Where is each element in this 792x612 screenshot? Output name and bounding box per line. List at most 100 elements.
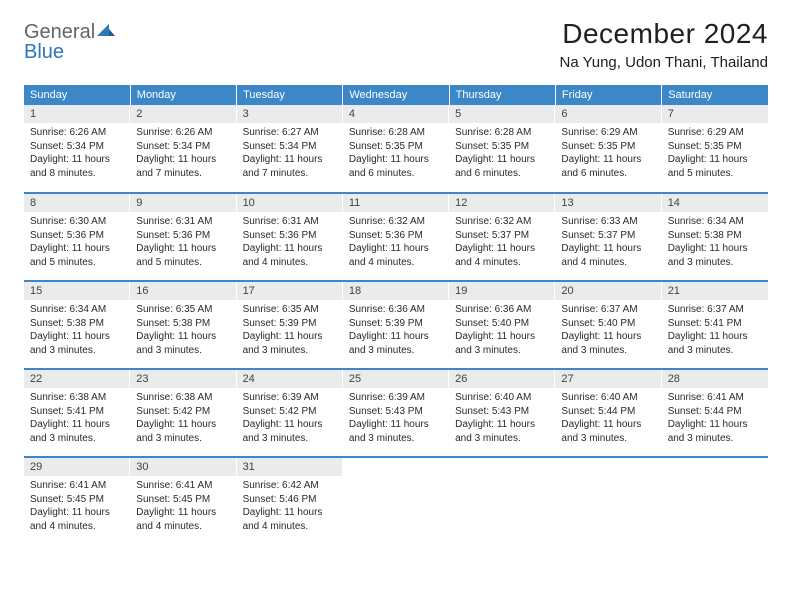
sunrise-value: 6:32 AM — [388, 216, 425, 227]
sunset-label: Sunset: — [136, 318, 173, 329]
day-body: Sunrise: 6:39 AMSunset: 5:42 PMDaylight:… — [237, 388, 343, 451]
sunrise-label: Sunrise: — [243, 480, 282, 491]
sunset-value: 5:36 PM — [67, 230, 104, 241]
logo: General Blue — [24, 22, 117, 62]
sunset-label: Sunset: — [136, 141, 173, 152]
sunrise-label: Sunrise: — [455, 216, 494, 227]
sunrise-label: Sunrise: — [136, 127, 175, 138]
sunrise-label: Sunrise: — [30, 216, 69, 227]
calendar-cell: 12Sunrise: 6:32 AMSunset: 5:37 PMDayligh… — [449, 193, 555, 281]
daylight-label: Daylight: — [455, 154, 497, 165]
sunset-label: Sunset: — [455, 141, 492, 152]
sunset-value: 5:35 PM — [704, 141, 741, 152]
daylight-label: Daylight: — [30, 331, 72, 342]
day-number: 16 — [130, 282, 236, 300]
sunset-value: 5:34 PM — [67, 141, 104, 152]
sunrise-label: Sunrise: — [455, 127, 494, 138]
sunset-label: Sunset: — [243, 141, 280, 152]
daylight-label: Daylight: — [668, 154, 710, 165]
calendar-cell: 6Sunrise: 6:29 AMSunset: 5:35 PMDaylight… — [555, 105, 661, 193]
sunrise-label: Sunrise: — [349, 392, 388, 403]
calendar-cell: 1Sunrise: 6:26 AMSunset: 5:34 PMDaylight… — [24, 105, 130, 193]
sunrise-value: 6:39 AM — [388, 392, 425, 403]
calendar-cell: 24Sunrise: 6:39 AMSunset: 5:42 PMDayligh… — [237, 369, 343, 457]
daylight-label: Daylight: — [668, 331, 710, 342]
sunrise-value: 6:38 AM — [69, 392, 106, 403]
sunrise-value: 6:29 AM — [707, 127, 744, 138]
day-number: 24 — [237, 370, 343, 388]
sunset-value: 5:44 PM — [704, 406, 741, 417]
day-header: Monday — [130, 85, 236, 105]
sunset-label: Sunset: — [455, 318, 492, 329]
sunrise-label: Sunrise: — [30, 304, 69, 315]
sunrise-label: Sunrise: — [30, 127, 69, 138]
daylight-label: Daylight: — [30, 419, 72, 430]
day-number: 17 — [237, 282, 343, 300]
day-header: Sunday — [24, 85, 130, 105]
day-body: Sunrise: 6:29 AMSunset: 5:35 PMDaylight:… — [555, 123, 661, 186]
calendar-cell: 10Sunrise: 6:31 AMSunset: 5:36 PMDayligh… — [237, 193, 343, 281]
daylight-label: Daylight: — [30, 154, 72, 165]
daylight-label: Daylight: — [243, 419, 285, 430]
sunset-label: Sunset: — [243, 230, 280, 241]
day-number: 26 — [449, 370, 555, 388]
sunrise-label: Sunrise: — [349, 216, 388, 227]
day-number: 11 — [343, 194, 449, 212]
calendar-cell: 23Sunrise: 6:38 AMSunset: 5:42 PMDayligh… — [130, 369, 236, 457]
day-body: Sunrise: 6:29 AMSunset: 5:35 PMDaylight:… — [662, 123, 768, 186]
sunrise-label: Sunrise: — [349, 127, 388, 138]
sunrise-value: 6:37 AM — [601, 304, 638, 315]
sunrise-label: Sunrise: — [136, 304, 175, 315]
sunrise-value: 6:38 AM — [176, 392, 213, 403]
day-number: 1 — [24, 105, 130, 123]
calendar-cell: 3Sunrise: 6:27 AMSunset: 5:34 PMDaylight… — [237, 105, 343, 193]
sunrise-label: Sunrise: — [243, 392, 282, 403]
day-body: Sunrise: 6:36 AMSunset: 5:39 PMDaylight:… — [343, 300, 449, 363]
daylight-label: Daylight: — [455, 419, 497, 430]
day-body: Sunrise: 6:40 AMSunset: 5:44 PMDaylight:… — [555, 388, 661, 451]
sunrise-value: 6:31 AM — [282, 216, 319, 227]
day-body: Sunrise: 6:35 AMSunset: 5:38 PMDaylight:… — [130, 300, 236, 363]
sunset-label: Sunset: — [30, 230, 67, 241]
logo-sail-icon — [95, 22, 117, 38]
calendar-cell: 19Sunrise: 6:36 AMSunset: 5:40 PMDayligh… — [449, 281, 555, 369]
daylight-label: Daylight: — [243, 507, 285, 518]
sunset-label: Sunset: — [455, 406, 492, 417]
daylight-label: Daylight: — [668, 419, 710, 430]
day-number: 9 — [130, 194, 236, 212]
calendar-cell — [343, 457, 449, 545]
sunset-value: 5:41 PM — [704, 318, 741, 329]
day-number: 29 — [24, 458, 130, 476]
sunset-label: Sunset: — [136, 494, 173, 505]
day-number: 25 — [343, 370, 449, 388]
daylight-label: Daylight: — [455, 331, 497, 342]
day-number: 21 — [662, 282, 768, 300]
sunrise-value: 6:37 AM — [707, 304, 744, 315]
day-number: 4 — [343, 105, 449, 123]
sunset-label: Sunset: — [136, 406, 173, 417]
day-body: Sunrise: 6:32 AMSunset: 5:36 PMDaylight:… — [343, 212, 449, 275]
daylight-label: Daylight: — [349, 243, 391, 254]
day-header: Thursday — [449, 85, 555, 105]
sunrise-label: Sunrise: — [455, 304, 494, 315]
sunrise-label: Sunrise: — [561, 216, 600, 227]
sunrise-value: 6:35 AM — [176, 304, 213, 315]
sunset-value: 5:34 PM — [279, 141, 316, 152]
sunset-value: 5:40 PM — [598, 318, 635, 329]
calendar-cell: 14Sunrise: 6:34 AMSunset: 5:38 PMDayligh… — [662, 193, 768, 281]
day-body: Sunrise: 6:32 AMSunset: 5:37 PMDaylight:… — [449, 212, 555, 275]
sunset-label: Sunset: — [561, 318, 598, 329]
calendar-week: 1Sunrise: 6:26 AMSunset: 5:34 PMDaylight… — [24, 105, 768, 193]
calendar-cell: 26Sunrise: 6:40 AMSunset: 5:43 PMDayligh… — [449, 369, 555, 457]
day-number: 10 — [237, 194, 343, 212]
sunset-value: 5:35 PM — [492, 141, 529, 152]
daylight-label: Daylight: — [561, 419, 603, 430]
sunrise-value: 6:40 AM — [495, 392, 532, 403]
sunset-value: 5:41 PM — [67, 406, 104, 417]
sunrise-label: Sunrise: — [668, 216, 707, 227]
calendar-cell: 30Sunrise: 6:41 AMSunset: 5:45 PMDayligh… — [130, 457, 236, 545]
calendar-cell: 29Sunrise: 6:41 AMSunset: 5:45 PMDayligh… — [24, 457, 130, 545]
calendar-cell: 2Sunrise: 6:26 AMSunset: 5:34 PMDaylight… — [130, 105, 236, 193]
sunset-label: Sunset: — [561, 406, 598, 417]
calendar-cell — [449, 457, 555, 545]
